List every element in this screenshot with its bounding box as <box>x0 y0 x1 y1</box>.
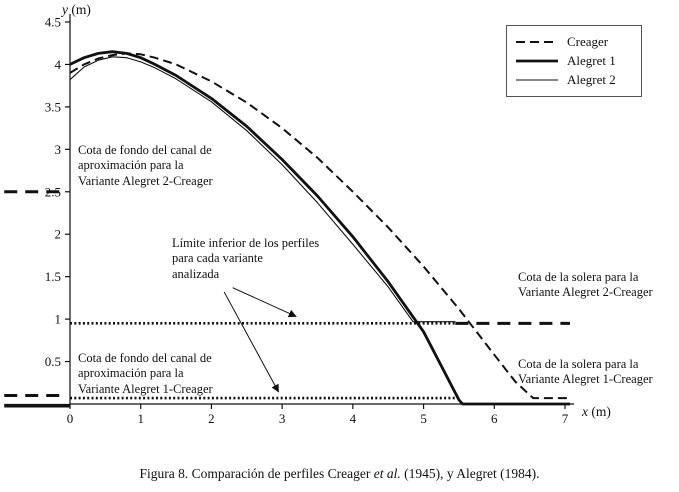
x-tick-label: 2 <box>208 411 215 426</box>
profile-chart: 0 1 2 3 4 5 6 7 0.5 1 1.5 2 2.5 3 3.5 4 4.5 <box>4 14 574 426</box>
arrow-to-fondo1-line <box>223 291 280 393</box>
annotation-fondo-alegret1: Cota de fondo del canal de aproximación … <box>78 351 213 396</box>
x-tick-label: 0 <box>67 411 74 426</box>
alegret2-line-icon <box>516 78 558 81</box>
caption-italic: et al. <box>373 466 401 481</box>
alegret1-line-icon <box>516 59 558 62</box>
x-axis-variable: x <box>582 404 588 419</box>
series-creager <box>69 52 569 400</box>
caption-prefix: Figura 8. Comparación de perfiles Creage… <box>139 466 374 481</box>
legend-label-creager: Creager <box>567 33 609 49</box>
legend-item-alegret2: Alegret 2 <box>515 70 633 89</box>
series-alegret-2 <box>69 56 456 323</box>
x-axis-label: x (m) <box>582 404 611 420</box>
annotation-limite-inferior: Límite inferior de los perfiles para cad… <box>172 236 320 281</box>
y-tick-label: 0.5 <box>45 354 61 369</box>
arrow-to-solera2-line <box>232 287 297 318</box>
y-axis-label: y (m) <box>62 2 91 18</box>
y-axis-unit: (m) <box>68 2 91 17</box>
y-tick-label: 3.5 <box>45 99 61 114</box>
y-tick-label: 1 <box>55 312 62 327</box>
x-tick-label: 3 <box>279 411 286 426</box>
caption-suffix: (1945), y Alegret (1984). <box>400 466 540 481</box>
y-axis-variable: y <box>62 2 68 17</box>
legend-item-alegret1: Alegret 1 <box>515 51 633 70</box>
legend-label-alegret2: Alegret 2 <box>567 71 616 87</box>
series-alegret-1 <box>69 50 570 406</box>
y-tick-label: 2 <box>55 227 62 242</box>
x-tick-label: 4 <box>350 411 357 426</box>
annotation-fondo-alegret2: Cota de fondo del canal de aproximación … <box>78 143 213 188</box>
legend-item-creager: Creager <box>515 32 633 51</box>
legend: Creager Alegret 1 Alegret 2 <box>506 25 642 97</box>
annotation-solera-alegret2: Cota de la solera para la Variante Alegr… <box>518 270 653 300</box>
x-tick-label: 7 <box>562 411 569 426</box>
x-axis-unit: (m) <box>588 404 611 419</box>
x-tick-label: 6 <box>491 411 498 426</box>
y-tick-label: 3 <box>55 142 62 157</box>
y-tick-label: 1.5 <box>45 269 61 284</box>
y-tick-label: 4 <box>55 57 62 72</box>
x-tick-label: 1 <box>137 411 144 426</box>
figure-caption: Figura 8. Comparación de perfiles Creage… <box>0 466 679 482</box>
legend-label-alegret1: Alegret 1 <box>567 52 616 68</box>
x-tick-label: 5 <box>420 411 427 426</box>
annotation-solera-alegret1: Cota de la solera para la Variante Alegr… <box>518 357 653 387</box>
y-tick-label: 4.5 <box>45 15 61 30</box>
y-tick-label: 2.5 <box>45 184 61 199</box>
creager-line-icon <box>516 40 558 43</box>
